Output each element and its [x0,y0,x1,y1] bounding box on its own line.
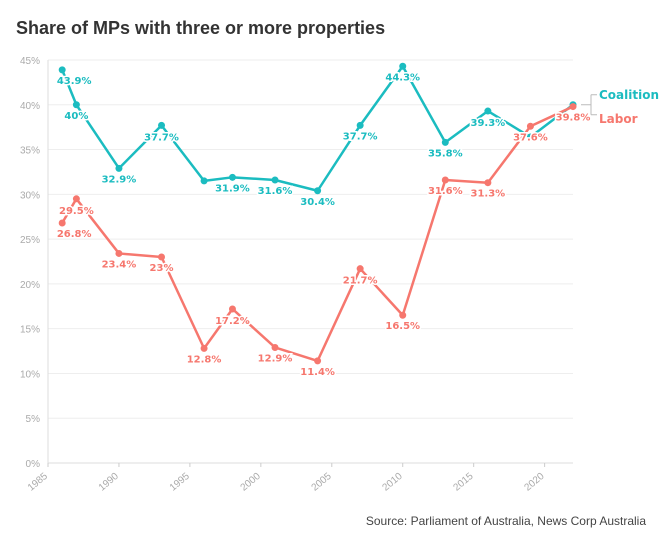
data-label: 12.9% [258,353,293,364]
legend-labor: Labor [599,112,638,126]
data-point [228,173,236,181]
data-label: 21.7% [343,276,378,287]
y-tick-label: 20% [20,280,40,291]
data-label: 23% [150,263,174,274]
data-point [200,344,208,352]
data-point [115,164,123,172]
data-label: 31.9% [215,183,250,194]
data-point [441,138,449,146]
data-label: 16.5% [385,321,420,332]
data-point [441,176,449,184]
x-tick-label: 2015 [451,471,475,494]
data-point [399,311,407,319]
data-point [526,133,534,141]
x-tick-label: 1990 [97,471,121,494]
data-point [314,187,322,195]
data-point [356,121,364,129]
data-point [526,122,534,130]
legend-bracket [581,94,597,116]
data-point [158,253,166,261]
data-label: 37.7% [343,131,378,142]
data-label: 39.8% [556,113,591,124]
data-point [200,177,208,185]
y-tick-label: 30% [20,190,40,201]
data-point [271,343,279,351]
y-tick-label: 45% [20,56,40,67]
data-label: 12.8% [187,354,222,365]
data-label: 26.8% [57,229,92,240]
data-point [399,62,407,70]
data-label: 11.4% [300,367,335,378]
legend-coalition: Coalition [599,88,659,102]
data-point [484,107,492,115]
y-tick-label: 40% [20,101,40,112]
data-point [314,357,322,365]
x-tick-label: 2000 [239,471,263,494]
data-point [356,265,364,273]
data-label: 29.5% [59,206,94,217]
y-tick-label: 5% [26,414,41,425]
data-point [72,101,80,109]
data-label: 37.6% [513,132,548,143]
data-label: 31.6% [428,186,463,197]
data-label: 31.6% [258,186,293,197]
data-point [158,121,166,129]
data-point [271,176,279,184]
data-label: 44.3% [385,72,420,83]
data-label: 31.3% [471,189,506,200]
chart-title: Share of MPs with three or more properti… [16,18,386,38]
y-tick-label: 0% [26,459,41,470]
data-point [228,305,236,313]
y-tick-label: 10% [20,369,40,380]
series-line-coalition [61,65,574,193]
data-point [569,103,577,111]
y-tick-label: 15% [20,325,40,336]
data-label: 32.9% [102,174,137,185]
data-label: 35.8% [428,148,463,159]
x-tick-label: 1995 [168,471,192,494]
data-point [58,219,66,227]
data-label: 43.9% [57,76,92,87]
y-tick-label: 35% [20,146,40,157]
data-label: 40% [64,111,88,122]
data-label: 17.2% [215,316,250,327]
data-point [72,195,80,203]
data-label: 23.4% [102,259,137,270]
x-tick-label: 2020 [522,471,546,494]
data-point [115,249,123,257]
source-note: Source: Parliament of Australia, News Co… [365,514,646,528]
data-point [58,66,66,74]
data-label: 39.3% [471,118,506,129]
x-tick-label: 2010 [381,471,405,494]
data-point [484,179,492,187]
series-line-labor [61,105,574,363]
x-tick-label: 1985 [26,471,50,494]
data-label: 37.7% [144,132,179,143]
y-tick-label: 25% [20,235,40,246]
data-label: 30.4% [300,197,335,208]
x-tick-label: 2005 [310,471,334,494]
